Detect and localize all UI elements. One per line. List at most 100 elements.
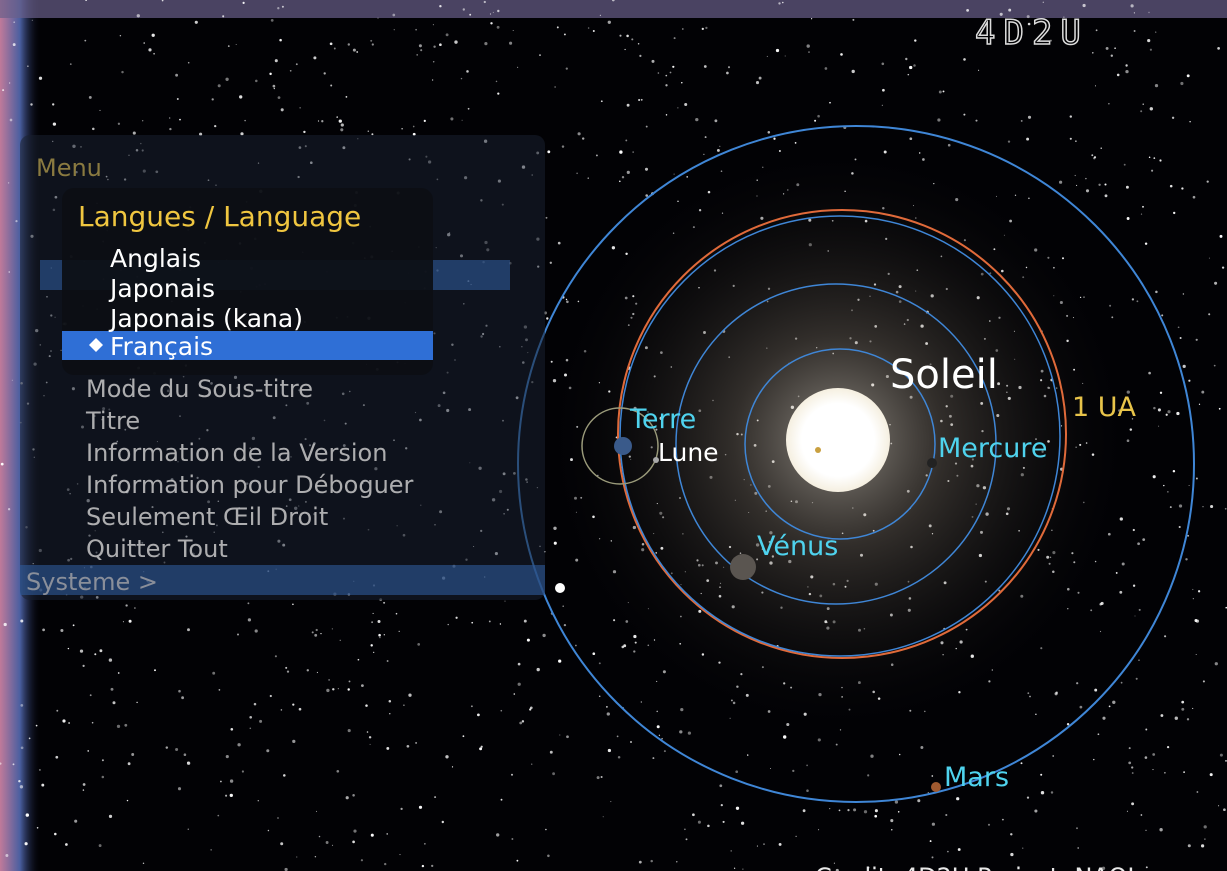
star [346, 796, 349, 799]
star [509, 42, 512, 45]
star [779, 843, 782, 846]
star [1100, 631, 1101, 632]
star [1008, 140, 1010, 142]
main-menu-item[interactable]: Systeme > [26, 568, 158, 596]
star [1180, 337, 1182, 339]
star [42, 629, 45, 632]
star [490, 13, 491, 14]
star [1164, 635, 1166, 637]
star [776, 49, 779, 52]
star [321, 120, 323, 122]
star [1022, 848, 1023, 849]
submenu-item[interactable]: Seulement Œil Droit [86, 503, 328, 531]
star [908, 74, 910, 76]
star [281, 709, 283, 711]
submenu-item[interactable]: Mode du Sous-titre [86, 375, 313, 403]
star [518, 663, 521, 666]
star [1189, 121, 1190, 122]
star [124, 724, 127, 727]
star [68, 648, 69, 649]
star [559, 734, 560, 735]
star [415, 29, 417, 31]
star [340, 640, 341, 641]
star [874, 815, 877, 818]
star [401, 128, 402, 129]
star [370, 744, 371, 745]
star [707, 825, 710, 828]
star [767, 56, 768, 57]
star [279, 39, 282, 42]
star [1155, 31, 1156, 32]
star [1152, 753, 1155, 756]
star [1183, 365, 1186, 368]
star [1166, 414, 1168, 416]
star [292, 703, 294, 705]
star [975, 120, 977, 122]
star [1098, 184, 1100, 186]
star [326, 689, 329, 692]
star [963, 58, 966, 61]
star [1076, 185, 1077, 186]
submenu-item[interactable]: Information de la Version [86, 439, 387, 467]
language-option[interactable]: Japonais [108, 274, 215, 303]
star [313, 56, 316, 59]
star [1125, 70, 1128, 73]
star [1192, 589, 1193, 590]
earth-label: Terre [629, 404, 696, 435]
star [226, 755, 229, 758]
star [129, 620, 132, 623]
star [62, 719, 65, 722]
star [1170, 185, 1173, 188]
star [82, 665, 84, 667]
star [658, 72, 660, 74]
star [99, 844, 102, 847]
language-option[interactable]: Français [110, 332, 213, 361]
star [773, 138, 775, 140]
star [369, 736, 371, 738]
star [220, 781, 222, 783]
star [420, 49, 422, 51]
star [552, 772, 555, 775]
star [99, 649, 102, 652]
star [312, 631, 314, 633]
star [622, 176, 624, 178]
star [13, 21, 15, 23]
star [505, 601, 506, 602]
star [8, 182, 9, 183]
star [448, 624, 449, 625]
star [237, 634, 239, 636]
star [1161, 314, 1163, 316]
star [500, 710, 502, 712]
star [1209, 258, 1210, 259]
language-option[interactable]: Anglais [110, 244, 201, 273]
star [905, 58, 907, 60]
star [92, 722, 94, 724]
star [1124, 164, 1126, 166]
star [230, 728, 233, 731]
star [1218, 805, 1219, 806]
submenu-item[interactable]: Quitter Tout [86, 535, 228, 563]
star [601, 100, 603, 102]
star [1199, 404, 1200, 405]
star [332, 845, 333, 846]
star [1185, 558, 1187, 560]
star [392, 14, 395, 17]
star [123, 621, 124, 622]
star [1106, 47, 1109, 50]
star [840, 53, 843, 56]
star [631, 38, 633, 40]
star [372, 43, 374, 45]
submenu-item[interactable]: Titre [85, 407, 140, 435]
star [1043, 2, 1044, 3]
star [219, 689, 221, 691]
star [1122, 562, 1125, 565]
star [963, 114, 965, 116]
submenu-item[interactable]: Information pour Déboguer [86, 471, 414, 499]
star [931, 775, 933, 777]
star [450, 117, 453, 120]
star [1076, 682, 1078, 684]
star [148, 48, 151, 51]
star [817, 115, 820, 118]
star [394, 29, 395, 30]
language-option[interactable]: Japonais (kana) [108, 304, 303, 333]
